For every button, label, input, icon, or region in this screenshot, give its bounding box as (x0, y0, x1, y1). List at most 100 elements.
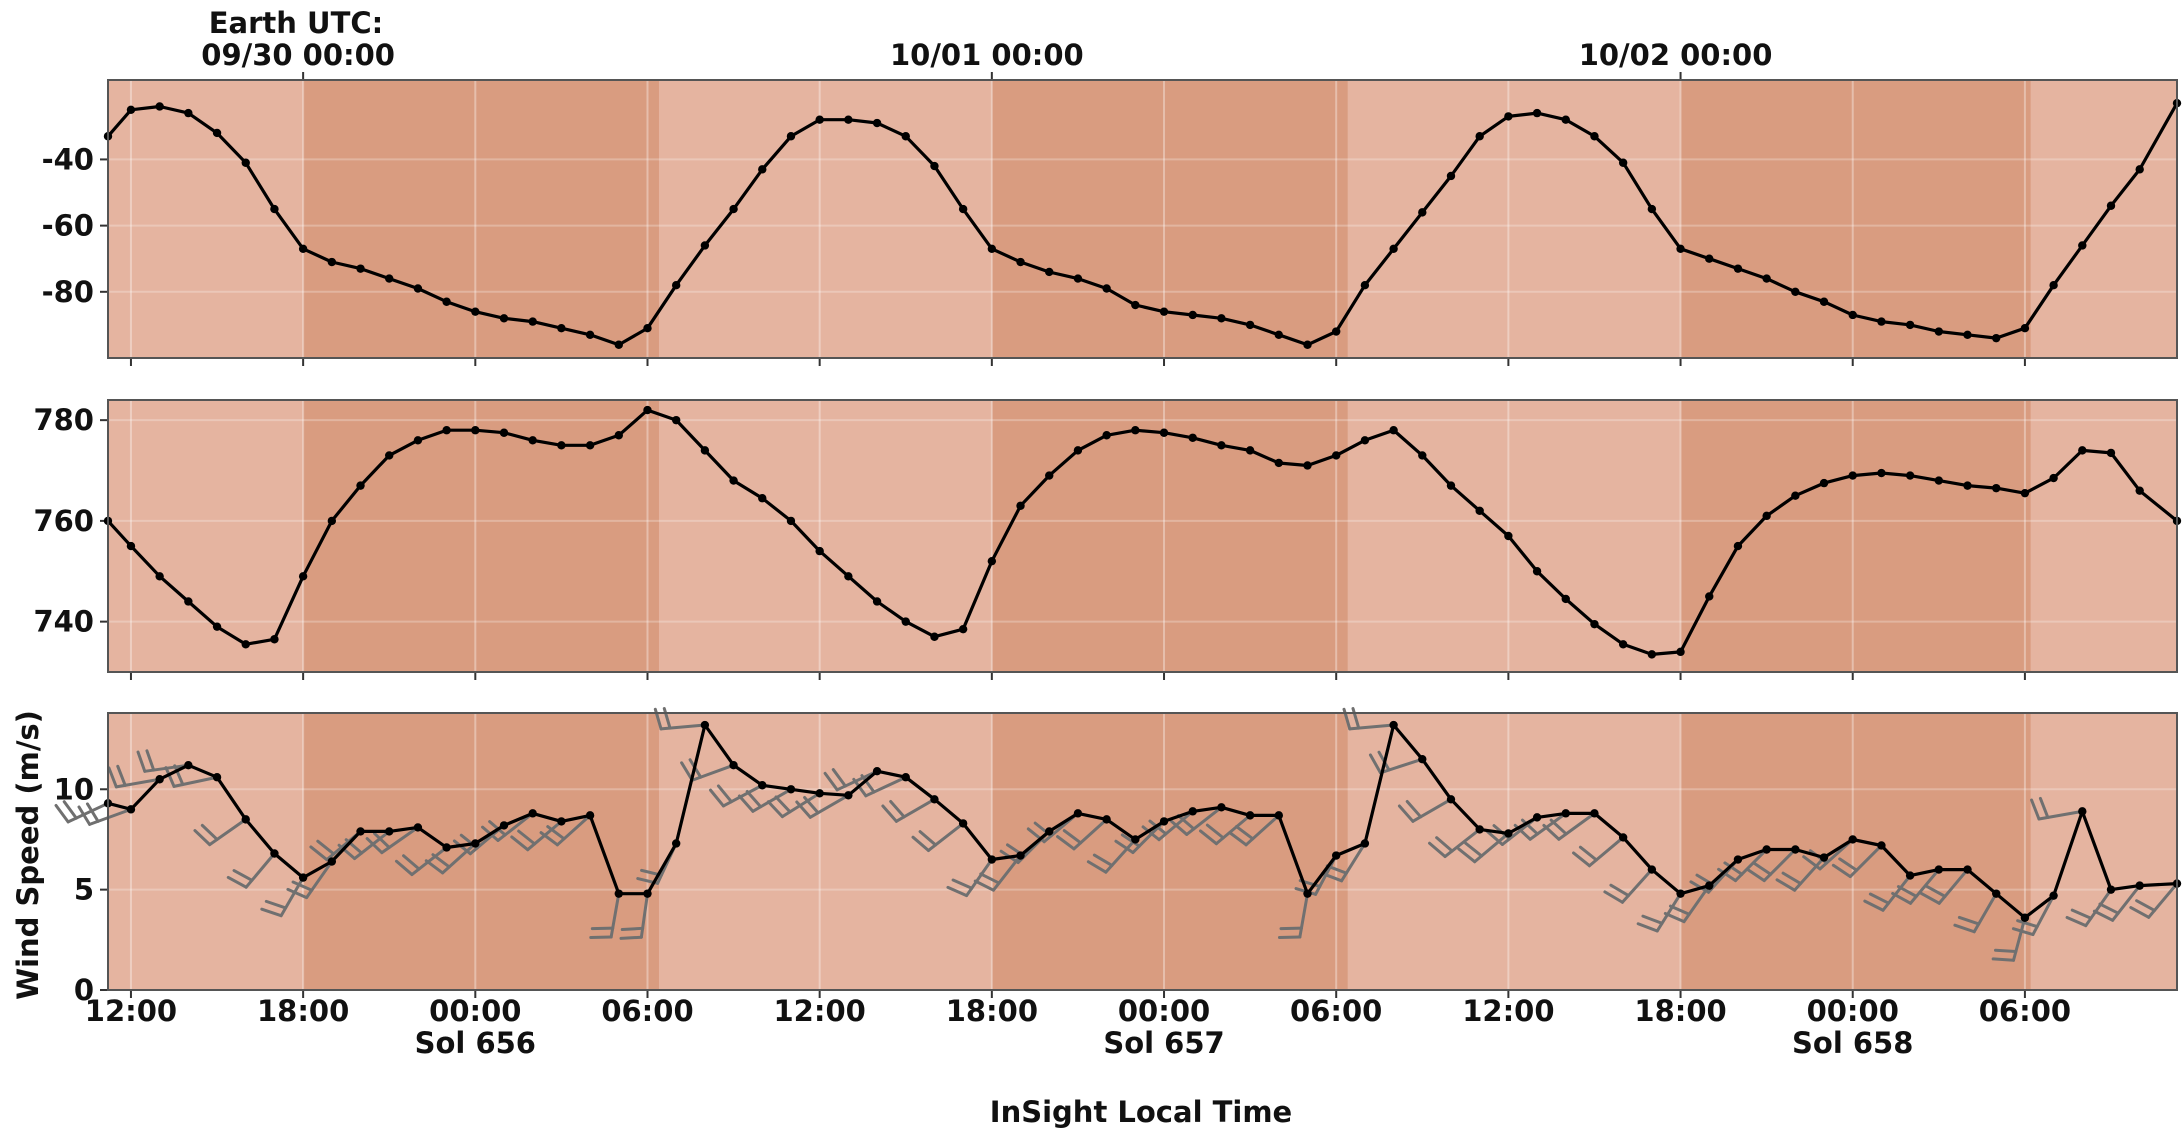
data-point (557, 441, 566, 450)
data-point (1561, 115, 1570, 124)
data-point (901, 773, 910, 782)
wind-barb (424, 841, 477, 875)
night-band (1680, 400, 2031, 672)
data-point (1705, 592, 1714, 601)
data-point (958, 624, 968, 634)
data-point (815, 789, 824, 798)
data-point (155, 775, 164, 784)
data-point (471, 307, 480, 316)
wind-barb (77, 802, 133, 826)
data-point (184, 108, 193, 118)
data-point (1245, 811, 1255, 820)
data-point (958, 204, 968, 214)
data-point (1102, 284, 1111, 293)
night-band (991, 400, 1348, 672)
wind-barb (1831, 843, 1883, 879)
data-point (2049, 473, 2058, 483)
wind-barb (2030, 796, 2084, 821)
data-point (1331, 327, 1341, 336)
panel-1: -40 -60 -80 (42, 79, 2182, 366)
data-point (155, 572, 164, 581)
x-tick-label: 18:00 (257, 994, 349, 1028)
data-point (1159, 428, 1169, 437)
x-tick-label: 06:00 (1979, 994, 2071, 1028)
data-point (987, 855, 997, 864)
data-point (241, 815, 250, 824)
data-point (585, 330, 595, 340)
data-point (1877, 468, 1886, 478)
data-point (270, 204, 279, 214)
data-point (1159, 817, 1169, 826)
wind-barb (1228, 813, 1281, 847)
wind-barb (2065, 888, 2113, 928)
y-tick-label: 780 (33, 403, 94, 437)
wind-barb (709, 783, 764, 808)
data-point (1102, 815, 1111, 824)
data-point (499, 821, 509, 830)
data-point (184, 760, 193, 770)
data-point (1905, 471, 1915, 480)
data-point (1963, 481, 1972, 490)
data-point (212, 622, 222, 631)
data-point (2049, 891, 2058, 900)
x-tick-label: 12:00 (85, 994, 177, 1028)
night-band (1680, 80, 2031, 358)
night-band (991, 80, 1348, 358)
data-point (1791, 287, 1800, 297)
wind-barb (1056, 817, 1109, 851)
data-point (1131, 300, 1140, 310)
data-point (298, 873, 308, 882)
utc-axis-title: Earth UTC: (209, 6, 384, 40)
data-point (1131, 835, 1140, 844)
data-point (385, 451, 394, 460)
data-point (1016, 257, 1025, 267)
data-point (1475, 132, 1484, 141)
data-point (1389, 244, 1398, 253)
sol-label: Sol 658 (1792, 1026, 1913, 1060)
data-point (2020, 324, 2030, 333)
wind-barb (1919, 868, 1970, 905)
data-point (413, 284, 423, 293)
x-tick-label: 06:00 (1290, 994, 1382, 1028)
data-point (356, 264, 365, 273)
data-point (1848, 835, 1857, 844)
data-point (1418, 451, 1427, 460)
data-point (241, 640, 250, 649)
wind-barb (946, 858, 994, 898)
data-point (1331, 851, 1341, 860)
data-point (815, 546, 824, 556)
data-point (1762, 274, 1771, 283)
data-point (901, 617, 910, 626)
data-point (1532, 567, 1542, 576)
x-tick-label: 12:00 (774, 994, 866, 1028)
wind-barb (1169, 805, 1223, 836)
wind-barb (881, 797, 936, 823)
data-point (1992, 889, 2001, 898)
data-point (557, 324, 566, 333)
wind-barb (54, 800, 110, 824)
x-tick-label: 12:00 (1462, 994, 1554, 1028)
wind-barb (365, 825, 420, 855)
data-point (1131, 426, 1140, 435)
x-tick-label: 00:00 (429, 994, 521, 1028)
data-point (1446, 481, 1456, 490)
data-point (1590, 619, 1599, 629)
data-point (1303, 889, 1312, 898)
wind-barb (1991, 916, 2027, 962)
data-point (1360, 436, 1370, 445)
data-point (1217, 314, 1226, 323)
data-point (1245, 320, 1255, 330)
night-band (303, 80, 659, 358)
y-tick-label: -80 (42, 275, 94, 309)
sol-label: Sol 657 (1103, 1026, 1224, 1060)
data-point (614, 889, 623, 898)
data-point (1791, 845, 1800, 854)
data-point (1733, 541, 1743, 551)
data-point (2135, 486, 2144, 495)
data-point (1217, 803, 1226, 812)
data-point (1217, 441, 1226, 450)
data-point (1819, 478, 1829, 488)
data-point (958, 819, 968, 828)
data-point (844, 572, 853, 581)
data-point (270, 849, 279, 858)
